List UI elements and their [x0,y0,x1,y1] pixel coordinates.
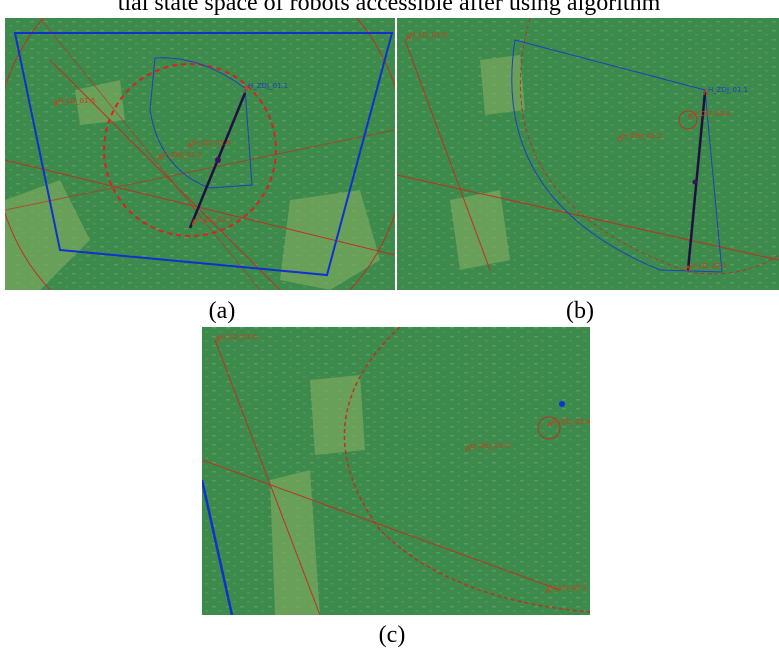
map-marker-label: H_LD_01.6 [410,31,448,39]
figure: tial state space of robots accessible af… [0,0,779,650]
map-marker-label: H_ZHJ_01.2 [162,151,202,159]
map-panel-c [202,327,590,615]
map-marker-label: H_ZHJ_01.2 [470,442,510,450]
map-panel-a [0,0,405,355]
map-marker-label: H_LD_02.1 [550,584,587,592]
map-marker-label: H_ZDJ_01.1 [248,82,288,90]
map-marker-label: H_LD_01.6 [220,333,258,341]
map-marker-label: H_ZHJ_01.2 [622,132,662,140]
panel-label: (b) [566,298,594,324]
map-marker-label: H_LD_02.1 [196,216,233,224]
map-marker-label: H_LD_01.6 [58,97,96,105]
map-marker-label: H_DD_02.4 [692,110,731,118]
map-panel-b [397,18,779,290]
map-marker-label: H_LD_02.1 [690,262,727,270]
header-text: tial state space of robots accessible af… [118,0,661,16]
map-marker-label: H_ZDJ_01.1 [708,86,748,94]
panel-label: (c) [379,622,406,648]
map-marker-label: H_DD_02.4 [192,139,231,147]
panel-label: (a) [209,298,236,324]
map-marker-label: H_DD_02.4 [552,418,591,426]
